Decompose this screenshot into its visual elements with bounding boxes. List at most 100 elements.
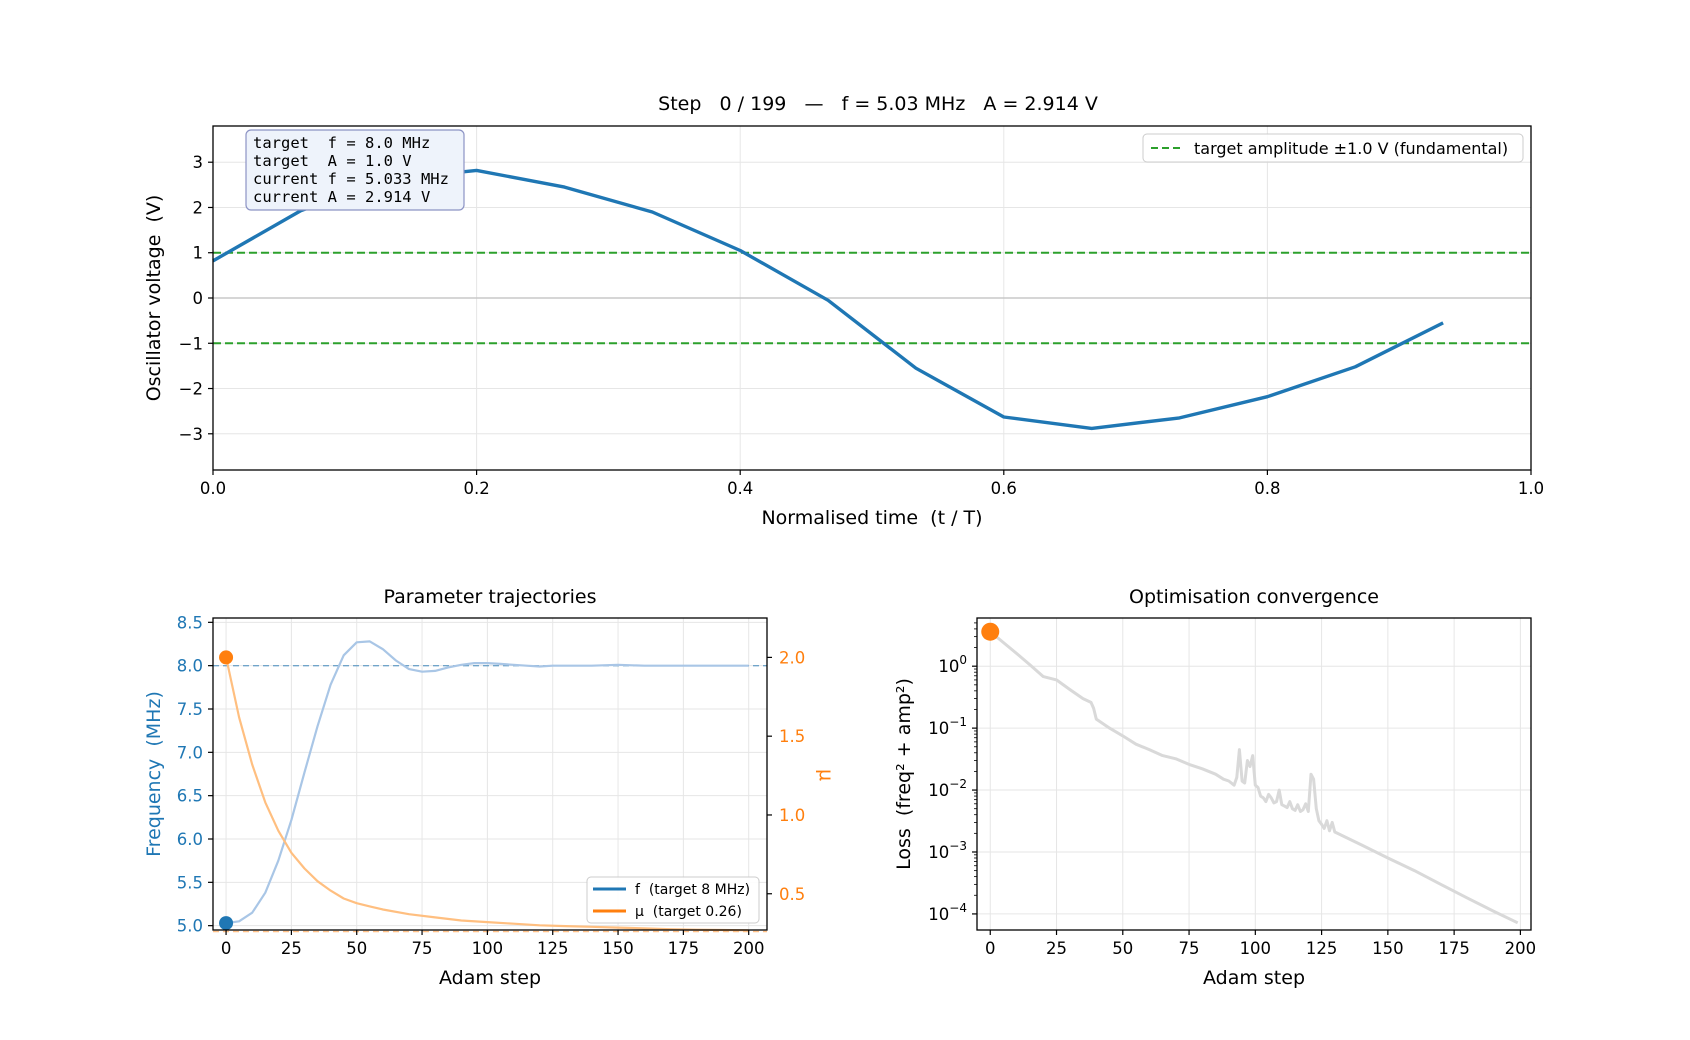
y-tick-label: −1 bbox=[179, 334, 203, 353]
x-tick-label: 100 bbox=[1240, 939, 1272, 958]
current-frequency-marker bbox=[219, 916, 234, 931]
right-y-tick-label: 2.0 bbox=[779, 648, 805, 667]
left-y-tick-label: 8.5 bbox=[177, 613, 203, 632]
right-y-tick-label: 1.5 bbox=[779, 727, 805, 746]
right-y-tick-label: 0.5 bbox=[779, 885, 805, 904]
infobox-line-target-f: target f = 8.0 MHz bbox=[253, 134, 430, 152]
y-tick-label: 2 bbox=[193, 198, 204, 217]
infobox-line-current-a: current A = 2.914 V bbox=[253, 188, 430, 206]
loss-grid bbox=[977, 618, 1531, 930]
current-mu-marker bbox=[219, 650, 234, 665]
frequency-trajectory-line bbox=[225, 640, 749, 925]
y-tick-label: 0 bbox=[193, 289, 204, 308]
y-tick-label-base: 10 bbox=[928, 719, 949, 738]
x-tick-label: 125 bbox=[537, 939, 569, 958]
x-tick-label-0-2: 0.2 bbox=[463, 479, 489, 498]
y-tick-label-base: 10 bbox=[928, 843, 949, 862]
x-tick-label: 150 bbox=[602, 939, 634, 958]
waveform-title: Step 0 / 199 — f = 5.03 MHz A = 2.914 V bbox=[658, 93, 1098, 115]
optimisation-convergence-chart: Optimisation convergence 0 25 50 75 100 125 15… bbox=[893, 586, 1536, 989]
x-tick-label: 0 bbox=[221, 939, 232, 958]
params-left-y-axis-label: Frequency (MHz) bbox=[143, 691, 165, 857]
x-tick-label-0-6: 0.6 bbox=[991, 479, 1017, 498]
x-tick-label: 150 bbox=[1372, 939, 1404, 958]
x-tick-label: 175 bbox=[1438, 939, 1470, 958]
left-y-tick-label: 8.0 bbox=[177, 657, 203, 676]
waveform-chart: Step 0 / 199 — f = 5.03 MHz A = 2.914 V … bbox=[143, 93, 1544, 529]
y-tick-label-exponent: 0 bbox=[959, 653, 967, 667]
left-y-tick-label: 5.0 bbox=[177, 917, 203, 936]
x-tick-label: 25 bbox=[1046, 939, 1067, 958]
params-grid bbox=[213, 618, 767, 930]
params-left-y-ticks: 8.5 8.0 7.5 7.0 6.5 6.0 5.5 5.0 bbox=[177, 613, 213, 936]
y-tick-label: 10−2 bbox=[928, 777, 967, 800]
waveform-y-ticks: 3 2 1 0 −1 −2 −3 bbox=[179, 153, 213, 444]
params-x-axis-label: Adam step bbox=[439, 967, 541, 989]
x-tick-label-1-0: 1.0 bbox=[1518, 479, 1544, 498]
y-tick-label-exponent: −1 bbox=[949, 715, 967, 729]
y-tick-label-exponent: −3 bbox=[949, 839, 967, 853]
params-title: Parameter trajectories bbox=[384, 586, 597, 608]
x-tick-label-0-8: 0.8 bbox=[1254, 479, 1280, 498]
legend-target-amplitude-label: target amplitude ±1.0 V (fundamental) bbox=[1194, 139, 1508, 158]
x-tick-label-0-4: 0.4 bbox=[727, 479, 753, 498]
waveform-x-ticks: 0.0 0.2 0.4 0.6 0.8 1.0 bbox=[200, 470, 1544, 498]
loss-plot-frame bbox=[976, 617, 1532, 931]
params-right-y-axis-label: μ bbox=[815, 769, 837, 781]
y-tick-label: 10−4 bbox=[928, 901, 967, 924]
loss-y-axis-label: Loss (freq² + amp²) bbox=[893, 678, 915, 870]
params-x-ticks: 0 25 50 75 100 125 150 175 200 bbox=[221, 930, 765, 958]
params-right-y-ticks: 2.0 1.5 1.0 0.5 bbox=[767, 648, 805, 904]
loss-x-axis-label: Adam step bbox=[1203, 967, 1305, 989]
mu-trajectory-line bbox=[225, 657, 749, 932]
x-tick-label: 200 bbox=[1505, 939, 1537, 958]
x-tick-label: 125 bbox=[1306, 939, 1338, 958]
y-tick-label-exponent: −4 bbox=[949, 901, 967, 915]
x-tick-label: 0 bbox=[985, 939, 996, 958]
x-tick-label: 25 bbox=[281, 939, 302, 958]
y-tick-label: 1 bbox=[193, 244, 204, 263]
waveform-y-axis-label: Oscillator voltage (V) bbox=[143, 195, 165, 402]
y-tick-label-base: 10 bbox=[928, 781, 949, 800]
x-tick-label: 75 bbox=[412, 939, 433, 958]
y-tick-label: −3 bbox=[179, 425, 203, 444]
infobox-line-target-a: target A = 1.0 V bbox=[253, 152, 412, 170]
current-loss-marker bbox=[981, 622, 1000, 641]
y-tick-label-exponent: −2 bbox=[949, 777, 967, 791]
y-tick-label-base: 10 bbox=[938, 657, 959, 676]
waveform-reference-lines bbox=[213, 251, 1531, 345]
x-tick-label: 75 bbox=[1179, 939, 1200, 958]
right-y-tick-label: 1.0 bbox=[779, 806, 805, 825]
left-y-tick-label: 7.0 bbox=[177, 743, 203, 762]
waveform-legend: target amplitude ±1.0 V (fundamental) bbox=[1142, 133, 1524, 163]
x-tick-label: 200 bbox=[733, 939, 765, 958]
waveform-infobox: target f = 8.0 MHz target A = 1.0 V curr… bbox=[245, 129, 465, 211]
left-y-tick-label: 6.5 bbox=[177, 787, 203, 806]
y-tick-label: −2 bbox=[179, 380, 203, 399]
x-tick-label: 50 bbox=[1112, 939, 1133, 958]
x-tick-label: 175 bbox=[668, 939, 700, 958]
parameter-trajectories-chart: Parameter trajectories 0 25 50 75 100 125 150 1… bbox=[143, 586, 837, 989]
y-tick-label-base: 10 bbox=[928, 905, 949, 924]
params-legend: f (target 8 MHz) μ (target 0.26) bbox=[586, 876, 760, 924]
legend-mu-label: μ (target 0.26) bbox=[635, 904, 742, 920]
loss-series bbox=[981, 622, 1519, 925]
x-tick-label: 100 bbox=[472, 939, 504, 958]
loss-curve-line bbox=[989, 630, 1519, 925]
loss-title: Optimisation convergence bbox=[1129, 586, 1379, 608]
x-tick-label-0-0: 0.0 bbox=[200, 479, 226, 498]
left-y-tick-label: 6.0 bbox=[177, 830, 203, 849]
legend-f-label: f (target 8 MHz) bbox=[635, 882, 750, 898]
params-plot-frame bbox=[212, 617, 768, 931]
left-y-tick-label: 5.5 bbox=[177, 873, 203, 892]
left-y-tick-label: 7.5 bbox=[177, 700, 203, 719]
x-tick-label: 50 bbox=[346, 939, 367, 958]
y-tick-label: 3 bbox=[193, 153, 204, 172]
y-tick-label: 10−3 bbox=[928, 839, 967, 862]
waveform-x-axis-label: Normalised time (t / T) bbox=[761, 507, 982, 529]
y-tick-label: 10−1 bbox=[928, 715, 967, 738]
infobox-line-current-f: current f = 5.033 MHz bbox=[253, 170, 449, 188]
y-tick-label: 100 bbox=[938, 653, 967, 676]
